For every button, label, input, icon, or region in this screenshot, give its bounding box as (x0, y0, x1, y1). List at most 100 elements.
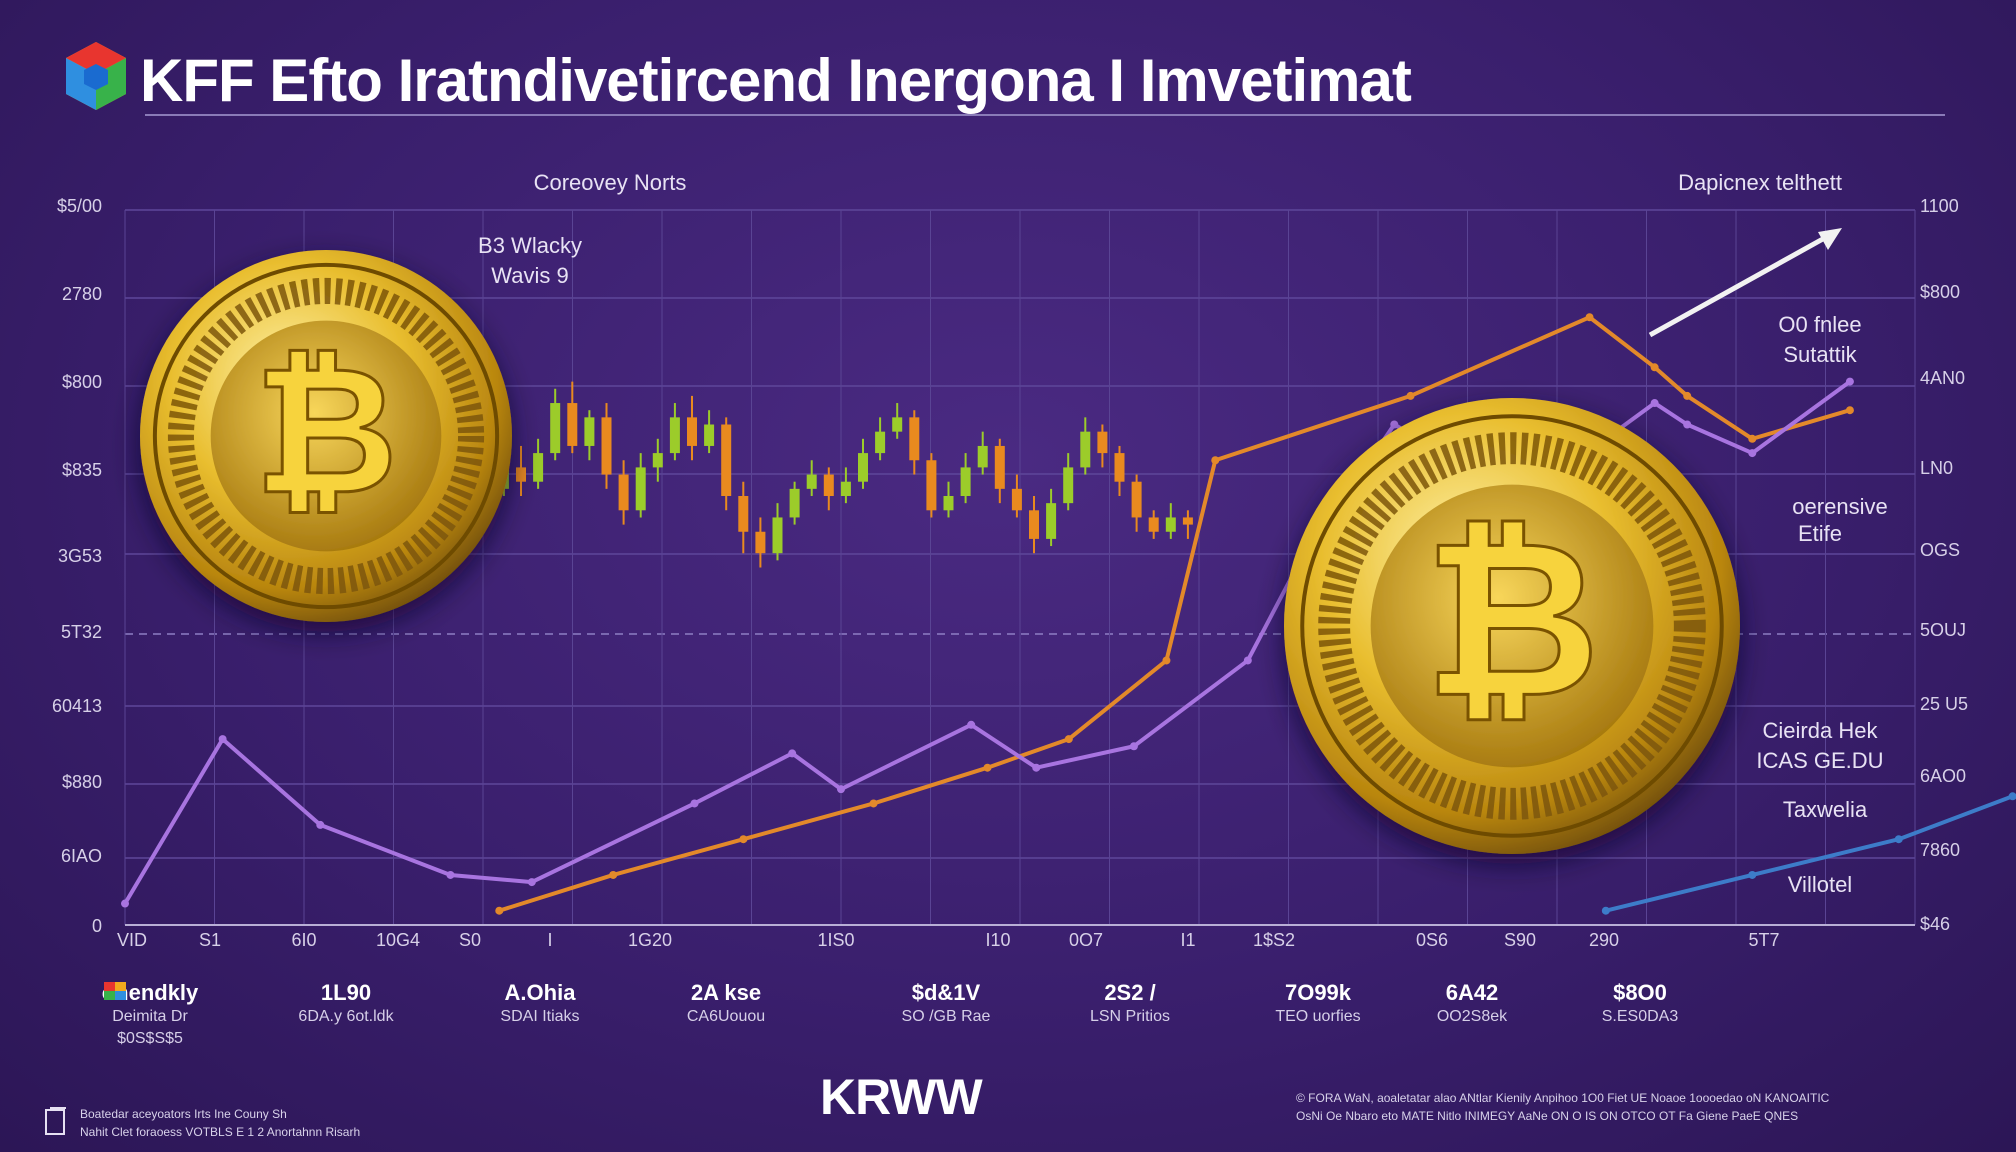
series-point (1064, 735, 1073, 744)
candle-body (1131, 481, 1142, 518)
swatch-cell (115, 982, 126, 991)
stat-subtitle: OO2S8ek (1436, 1008, 1508, 1025)
candle-body (823, 474, 834, 496)
x-axis-tick: 290 (1588, 930, 1620, 950)
x-axis-tick: I (547, 930, 553, 950)
candle-body (772, 517, 783, 554)
label-right-a1: O0 fnlee (1778, 312, 1862, 337)
series-point (1748, 870, 1757, 879)
label-right-b1: oerensive (1792, 494, 1888, 519)
candle-body (943, 496, 954, 511)
candle-body (584, 417, 595, 446)
left-axis-tick: 0 (91, 916, 102, 936)
candle-body (618, 474, 629, 511)
series-point (121, 899, 129, 908)
right-axis-tick: $46 (1920, 914, 1951, 934)
label-top-right: Dapicnex telthett (1678, 170, 1842, 195)
series-point (1650, 399, 1659, 408)
series-point (788, 749, 797, 758)
x-axis-tick: 0O7 (1068, 930, 1104, 950)
series-point (1129, 742, 1138, 751)
footer-right-line2: OsNi Oe Nbaro eto MATE Nitlo INIMEGY AaN… (1296, 1109, 1799, 1123)
right-axis-tick: $800 (1920, 282, 1961, 302)
candle-body (1148, 517, 1159, 532)
right-axis-tick: 5OUJ (1920, 620, 1967, 640)
x-axis-tick: VID (116, 930, 147, 950)
candle-body (755, 531, 766, 554)
series-point (1748, 434, 1757, 443)
x-axis-tick: I10 (985, 930, 1011, 950)
bitcoin-coin-right: ₿ (1284, 398, 1740, 854)
series-point (1211, 456, 1220, 465)
swatch-cell (115, 991, 126, 1000)
series-point (1650, 363, 1659, 372)
x-axis-tick: 6I0 (291, 930, 317, 950)
stat-value: A.Ohia (504, 980, 576, 1005)
candle-body (994, 445, 1005, 489)
label-upper-left-a: B3 Wlacky (478, 233, 582, 258)
page-title: KFF Efto Iratndivetircend Inergona I Imv… (140, 47, 1412, 114)
bitcoin-icon: ₿ (254, 328, 398, 534)
x-axis-tick: 1G20 (627, 930, 673, 950)
swatch-cell (104, 991, 115, 1000)
candle-body (926, 460, 937, 511)
stat-subtitle: 6DA.y 6ot.ldk (298, 1008, 394, 1025)
series-point (690, 799, 699, 808)
candle-body (721, 424, 732, 496)
right-axis-tick: 7860 (1920, 840, 1961, 860)
stat-subtitle: TEO uorfies (1275, 1008, 1361, 1025)
stat-value: 6A42 (1445, 980, 1499, 1005)
bitcoin-icon: ₿ (1424, 494, 1601, 746)
left-axis-tick: 5T32 (60, 622, 102, 642)
series-point (1683, 420, 1692, 429)
trend-arrow-head (1818, 228, 1842, 250)
stat-swatch-icon (104, 982, 126, 1000)
left-axis-tick: 2780 (61, 284, 102, 304)
footer-left-line1: Boatedar aceyoators Irts Ine Couny Sh (80, 1107, 287, 1121)
series-point (446, 870, 455, 879)
candle-body (977, 445, 988, 468)
series-point (218, 735, 227, 744)
brand-wordmark: KRWW (820, 1069, 983, 1125)
series-point (1601, 906, 1610, 915)
coin-center (210, 320, 442, 552)
candle-body (1011, 488, 1022, 511)
series-point (1845, 406, 1854, 415)
series-point (1585, 313, 1594, 322)
candle-body (875, 431, 886, 454)
candle-body (738, 496, 749, 532)
stat-subtitle: Deimita Dr (112, 1008, 188, 1025)
footer-left-line2: Nahit Clet foraoess VOTBLS E 1 2 Anortah… (80, 1125, 361, 1139)
series-point (1390, 420, 1399, 429)
candle-body (516, 467, 526, 482)
stat-subtitle: SO /GB Rae (901, 1008, 991, 1025)
stat-subtitle: SDAI Itiaks (500, 1008, 580, 1025)
series-point (869, 799, 878, 808)
series-point (1243, 656, 1252, 665)
series-point (983, 763, 992, 772)
left-axis-tick: $800 (61, 372, 102, 392)
series-point (527, 878, 536, 887)
candle-body (652, 453, 663, 468)
left-axis-tick: 6IAO (60, 846, 102, 866)
label-top-left: Coreovey Norts (533, 170, 687, 195)
x-axis-tick: S90 (1503, 930, 1537, 950)
series-point (1032, 763, 1041, 772)
series-point (1683, 391, 1692, 400)
coin-ring (1318, 432, 1706, 820)
right-axis-tick: 6AO0 (1920, 766, 1967, 786)
candle-body (858, 453, 868, 482)
stat-value: 2A kse (690, 980, 762, 1005)
x-axis-tick: 5T7 (1748, 930, 1780, 950)
coin-rim (1300, 414, 1724, 838)
candle-body (960, 467, 971, 496)
candle-body (1029, 510, 1039, 539)
coin-center (1370, 484, 1654, 768)
candle-body (806, 474, 817, 489)
series-line (498, 315, 1851, 913)
candle-body (892, 417, 903, 432)
right-axis-tick: 1100 (1920, 196, 1959, 216)
right-axis-tick: OGS (1920, 540, 1961, 560)
left-axis-tick: 60413 (51, 696, 102, 716)
stat-subtitle: LSN Pritios (1089, 1008, 1171, 1025)
